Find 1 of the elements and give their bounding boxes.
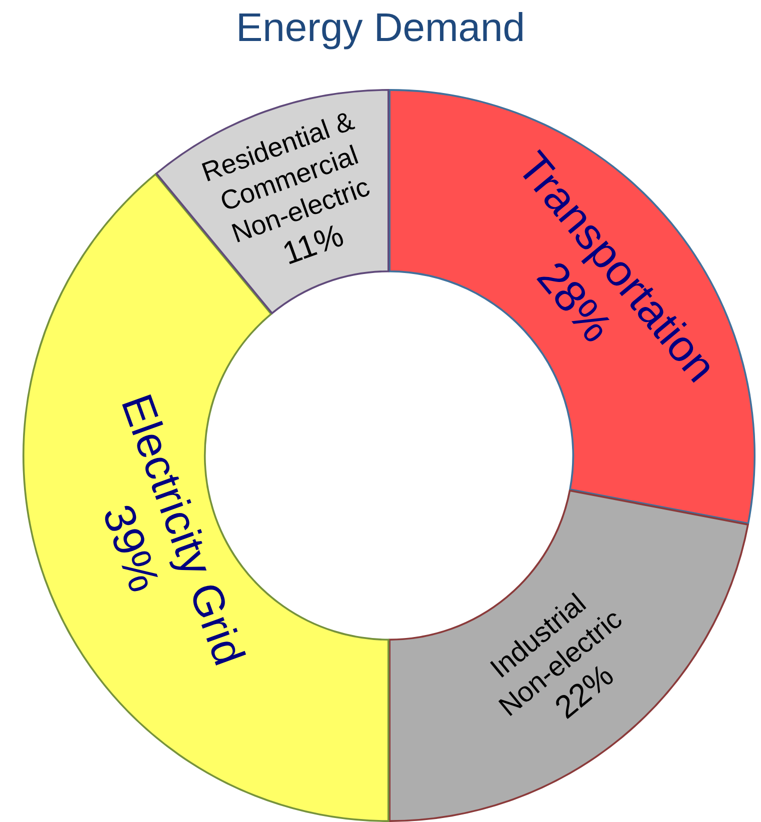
chart-title: Energy Demand xyxy=(234,5,526,52)
